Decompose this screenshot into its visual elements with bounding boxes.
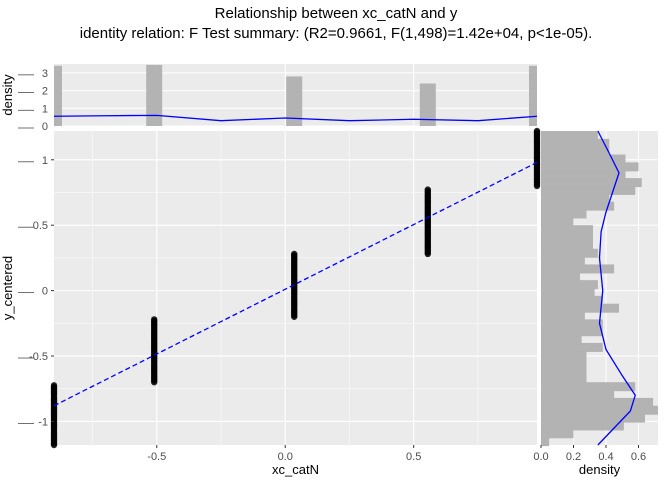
right-hist-bar <box>541 138 610 148</box>
right-hist-bar <box>541 225 593 235</box>
top-hist-bar <box>146 64 163 126</box>
right-hist-bar <box>541 287 595 297</box>
right-hist-bar <box>541 295 603 305</box>
right-hist-bar <box>541 193 610 203</box>
scatter-point <box>150 316 158 323</box>
right-hist-bar <box>541 178 642 188</box>
right-hist-bar <box>541 154 626 164</box>
right-hist-bar <box>541 358 587 368</box>
y-tick-label: -0.5 <box>29 351 48 363</box>
right-hist-bar <box>541 130 598 140</box>
right-hist-bar <box>541 413 645 423</box>
right-hist-bar <box>541 311 585 321</box>
top-y-tick-label: 1 <box>42 103 48 115</box>
top-hist-bar <box>286 76 303 126</box>
right-hist-bar <box>541 146 610 156</box>
right-density-line <box>597 130 636 446</box>
top-hist-bar <box>419 83 436 126</box>
scatter-point <box>50 382 58 389</box>
x-tick-label: -0.5 <box>147 451 166 463</box>
right-hist-bar <box>541 421 624 431</box>
chart-title: Relationship between xc_catN and y <box>214 5 458 22</box>
right-x-tick-label: 0.2 <box>566 451 581 463</box>
right-hist-bar <box>541 162 639 172</box>
y-tick-label: 0 <box>42 286 48 298</box>
right-hist-bar <box>541 437 550 447</box>
right-hist-bar <box>541 264 615 274</box>
top-hist-bar <box>54 65 62 126</box>
x-tick-label: 0.0 <box>278 451 293 463</box>
top-density-line <box>53 114 538 122</box>
y-axis-label: y_centered <box>0 256 15 320</box>
scatter-point <box>533 127 541 135</box>
top-y-tick-label: 2 <box>42 86 48 98</box>
x-axis-label: xc_catN <box>272 462 319 477</box>
y-tick-label: 1 <box>42 155 48 167</box>
right-hist-bar <box>541 185 636 195</box>
right-hist-bar <box>541 233 593 243</box>
right-hist-bar <box>541 240 593 250</box>
top-y-tick-label: 0 <box>42 121 48 133</box>
right-hist-bar <box>541 366 587 376</box>
chart-subtitle: identity relation: F Test summary: (R2=0… <box>79 25 593 42</box>
right-hist-bar <box>541 256 585 266</box>
right-hist-bar <box>541 382 636 392</box>
top-hist-bar <box>529 65 537 126</box>
right-hist-bar <box>541 209 587 219</box>
fit-line <box>53 161 538 407</box>
right-hist-bar <box>541 342 603 352</box>
top-y-tick-label: 3 <box>42 68 48 80</box>
right-hist-bar <box>541 374 587 384</box>
right-hist-bar <box>541 390 615 400</box>
right-hist-bar <box>541 201 615 211</box>
right-hist-bar <box>541 335 582 345</box>
right-hist-bar <box>541 327 603 337</box>
right-hist-bar <box>541 170 626 180</box>
right-hist-bar <box>541 397 654 407</box>
right-hist-bar <box>541 217 574 227</box>
right-hist-bar <box>541 272 580 282</box>
right-x-tick-label: 0.0 <box>533 451 548 463</box>
right-hist-bar <box>541 429 574 439</box>
x-tick-label: 0.5 <box>406 451 421 463</box>
marks-layer <box>50 64 658 449</box>
scatter-point <box>291 250 298 258</box>
top-y-axis-label: density <box>0 74 15 116</box>
right-x-tick-label: 0.4 <box>598 451 613 463</box>
right-hist-bar <box>541 303 619 313</box>
right-hist-bar <box>541 350 587 360</box>
y-tick-label: 0.5 <box>33 220 48 232</box>
right-hist-bar <box>541 319 603 329</box>
right-hist-bar <box>541 248 598 258</box>
right-hist-bar <box>541 405 658 415</box>
scatter-point <box>424 186 432 193</box>
right-x-tick-label: 0.6 <box>631 451 646 463</box>
y-tick-label: -1 <box>38 416 48 428</box>
right-hist-bar <box>541 280 598 290</box>
right-x-axis-label: density <box>579 462 621 477</box>
axis-layer: -0.5 0.0 0.5 -1 -0.5 0 0.5 1 xc_catN y_centered 0 1… <box>0 68 646 477</box>
